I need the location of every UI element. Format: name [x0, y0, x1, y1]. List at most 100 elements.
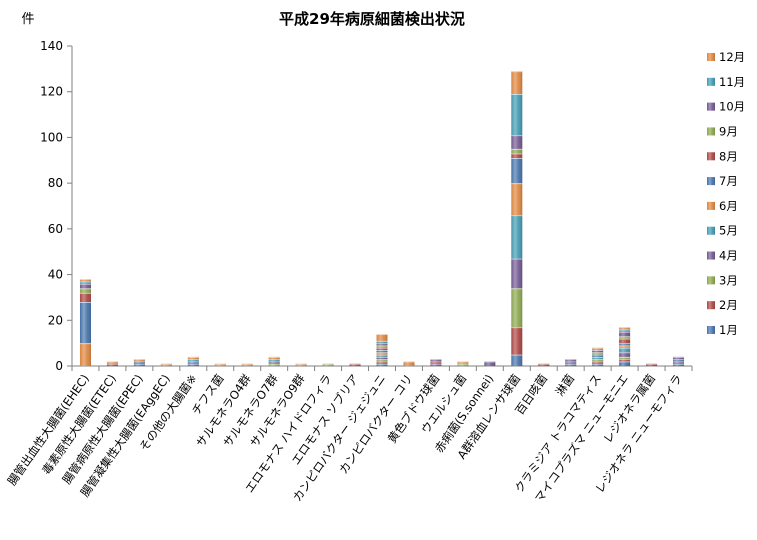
bar-segment-gloss: [187, 361, 199, 364]
bar-segment-gloss: [511, 327, 523, 355]
legend-label: 7月: [719, 174, 738, 188]
y-tick-label: 120: [40, 85, 63, 99]
bar-segment-gloss: [79, 281, 91, 284]
legend-swatch-gloss: [707, 53, 715, 61]
bar-stack: [268, 356, 280, 366]
bar-stack: [295, 363, 307, 366]
bar-segment-gloss: [376, 340, 388, 344]
x-tick-label: 淋菌: [552, 372, 577, 399]
bar-segment-gloss: [268, 363, 280, 366]
bar-segment-gloss: [565, 361, 577, 364]
bar-segment-gloss: [79, 279, 91, 282]
legend-item: 9月: [707, 124, 738, 138]
legend-label: 5月: [719, 224, 738, 238]
legend-label: 1月: [719, 323, 738, 337]
legend-item: 2月: [707, 298, 738, 312]
bar-segment-gloss: [619, 352, 631, 357]
y-tick-label: 140: [40, 39, 63, 53]
bar-segment-gloss: [619, 356, 631, 360]
bar-stack: [403, 361, 415, 366]
legend: 12月 11月 10月 9月 8月 7月 6月 5月 4月 3月 2月 1月: [707, 50, 745, 337]
bar-segment-gloss: [403, 361, 415, 366]
bar-stack: [160, 363, 172, 366]
bar-segment-gloss: [592, 356, 604, 360]
legend-swatch-gloss: [707, 201, 715, 210]
bar-segment-gloss: [214, 363, 226, 366]
legend-swatch-gloss: [707, 177, 715, 186]
legend-item: 10月: [707, 100, 745, 114]
legend-item: 1月: [707, 323, 738, 337]
legend-swatch-gloss: [707, 127, 715, 136]
bar-segment-gloss: [592, 361, 604, 364]
bar-segment-gloss: [376, 343, 388, 346]
bar-segment-gloss: [187, 363, 199, 366]
legend-item: 8月: [707, 149, 738, 163]
bar-segment-gloss: [511, 258, 523, 289]
bar-segment-gloss: [268, 359, 280, 362]
bar-segment-gloss: [538, 363, 550, 366]
bar-segment-gloss: [619, 329, 631, 332]
bar-stack: [619, 327, 631, 366]
legend-item: 3月: [707, 273, 738, 287]
bar-segment-gloss: [79, 288, 91, 293]
bar-segment-gloss: [619, 331, 631, 337]
bar-segment-gloss: [619, 345, 631, 348]
bar-segment-gloss: [160, 363, 172, 366]
bar-segment-gloss: [376, 361, 388, 364]
legend-label: 11月: [719, 75, 745, 89]
bar-segment-gloss: [349, 363, 361, 366]
bar-segment-gloss: [511, 183, 523, 216]
bar-segment-gloss: [457, 361, 469, 364]
bar-segment-gloss: [322, 363, 334, 366]
bar-segment-gloss: [592, 363, 604, 366]
legend-label: 12月: [719, 50, 745, 64]
bar-segment-gloss: [133, 361, 145, 364]
bar-segment-gloss: [376, 350, 388, 353]
y-tick-label: 60: [48, 222, 63, 236]
legend-swatch-gloss: [707, 226, 715, 235]
bars: [79, 71, 685, 366]
bar-stack: [187, 356, 199, 366]
legend-swatch-gloss: [707, 102, 715, 111]
bar-segment-gloss: [511, 153, 523, 158]
bar-stack: [79, 279, 91, 366]
legend-swatch-gloss: [707, 301, 715, 310]
bar-stack: [376, 334, 388, 366]
bar-segment-gloss: [673, 363, 685, 366]
bar-segment-gloss: [79, 302, 91, 344]
bar-stack: [106, 361, 118, 366]
bar-segment-gloss: [592, 359, 604, 362]
bar-segment-gloss: [619, 343, 631, 346]
bar-segment-gloss: [619, 327, 631, 330]
bar-stack: [538, 363, 550, 366]
bar-segment-gloss: [430, 361, 442, 364]
bar-stack: [565, 359, 577, 366]
y-tick-label: 40: [48, 268, 63, 282]
bar-segment-gloss: [187, 356, 199, 360]
legend-item: 4月: [707, 249, 738, 263]
bar-segment-gloss: [511, 215, 523, 259]
bar-segment-gloss: [241, 363, 253, 366]
bar-segment-gloss: [619, 336, 631, 339]
legend-label: 9月: [719, 124, 738, 138]
bar-segment-gloss: [565, 359, 577, 362]
legend-swatch-gloss: [707, 152, 715, 161]
bar-stack: [484, 361, 496, 366]
bar-segment-gloss: [430, 359, 442, 362]
bar-segment-gloss: [376, 363, 388, 366]
bar-segment-gloss: [187, 359, 199, 362]
bar-segment-gloss: [430, 363, 442, 366]
bar-segment-gloss: [511, 288, 523, 328]
y-axis-label: 件: [21, 12, 34, 27]
legend-item: 11月: [707, 75, 745, 89]
bar-segment-gloss: [133, 359, 145, 362]
bar-segment-gloss: [619, 359, 631, 362]
bar-segment-gloss: [376, 347, 388, 350]
bar-segment-gloss: [511, 71, 523, 94]
bar-segment-gloss: [673, 356, 685, 360]
bar-segment-gloss: [268, 361, 280, 364]
legend-item: 12月: [707, 50, 745, 64]
legend-label: 3月: [719, 273, 738, 287]
bar-segment-gloss: [619, 347, 631, 353]
